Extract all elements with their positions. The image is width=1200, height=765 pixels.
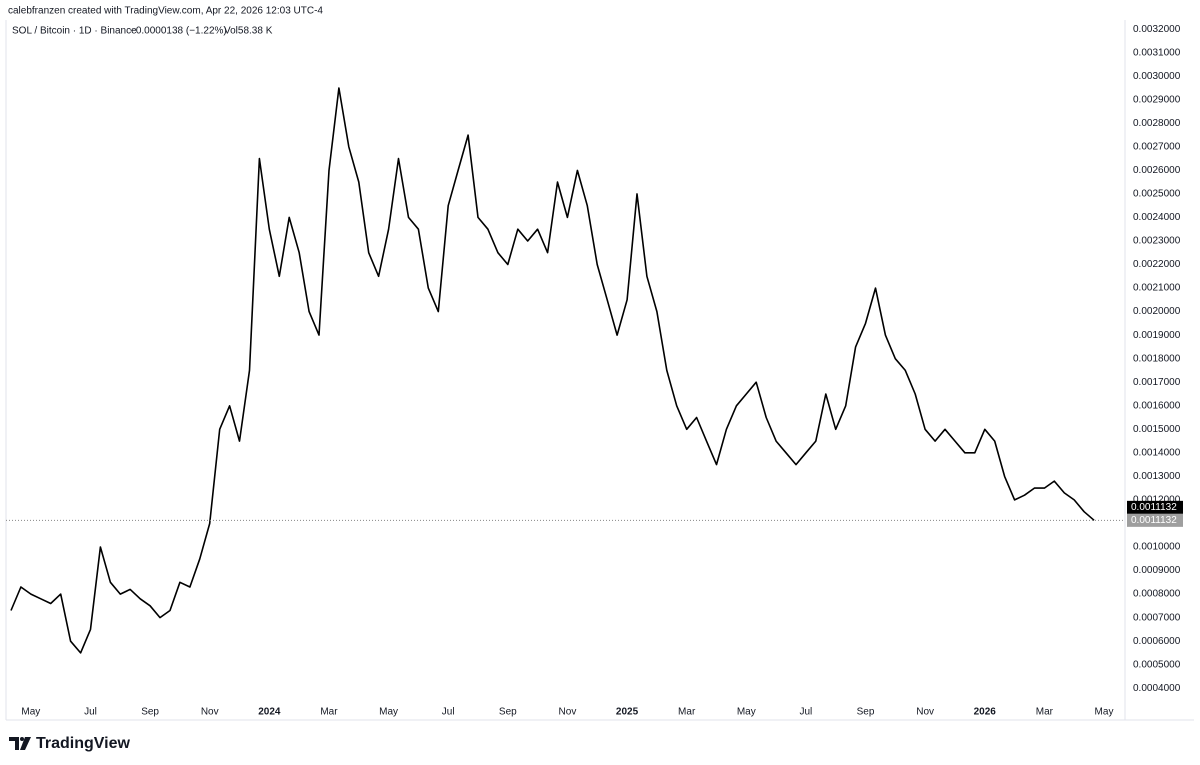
- price-label-box: [1127, 513, 1183, 527]
- y-tick-label: 0.0008000: [1133, 589, 1181, 600]
- y-tick-label: 0.0023000: [1133, 236, 1181, 247]
- y-tick-label: 0.0020000: [1133, 306, 1181, 317]
- x-tick-label: Jul: [84, 707, 97, 718]
- x-tick-label: Sep: [499, 707, 517, 718]
- price-label: 0.0011132: [1131, 502, 1177, 513]
- x-tick-label: 2026: [974, 707, 997, 718]
- x-tick-label: May: [1095, 707, 1114, 718]
- y-tick-label: 0.0009000: [1133, 565, 1181, 576]
- y-tick-label: 0.0028000: [1133, 118, 1181, 129]
- x-tick-label: Jul: [800, 707, 813, 718]
- y-tick-label: 0.0029000: [1133, 94, 1181, 105]
- change: −0.0000138 (−1.22%): [130, 26, 227, 37]
- price-label: 0.0011132: [1131, 515, 1177, 526]
- y-tick-label: 0.0017000: [1133, 377, 1181, 388]
- y-tick-label: 0.0026000: [1133, 165, 1181, 176]
- y-tick-label: 0.0030000: [1133, 71, 1181, 82]
- x-tick-label: Mar: [1036, 707, 1054, 718]
- logo-mark: [9, 737, 19, 750]
- logo-dot: [20, 737, 24, 741]
- x-tick-label: Mar: [320, 707, 338, 718]
- y-tick-label: 0.0024000: [1133, 212, 1181, 223]
- y-tick-label: 0.0012000: [1133, 495, 1181, 506]
- x-tick-label: Nov: [559, 707, 577, 718]
- y-tick-label: 0.0022000: [1133, 259, 1181, 270]
- x-tick-label: 2025: [616, 707, 639, 718]
- y-tick-label: 0.0013000: [1133, 471, 1181, 482]
- x-tick-label: Sep: [141, 707, 159, 718]
- x-tick-label: May: [379, 707, 398, 718]
- y-tick-label: 0.0021000: [1133, 283, 1181, 294]
- x-tick-label: Sep: [857, 707, 875, 718]
- y-tick-label: 0.0016000: [1133, 400, 1181, 411]
- volume: Vol58.38 K: [224, 26, 273, 37]
- y-tick-label: 0.0027000: [1133, 141, 1181, 152]
- logo-mark: [20, 737, 31, 750]
- x-tick-label: May: [21, 707, 40, 718]
- y-tick-label: 0.0015000: [1133, 424, 1181, 435]
- x-tick-label: Nov: [201, 707, 219, 718]
- logo: TradingView: [9, 735, 131, 752]
- x-tick-label: Mar: [678, 707, 696, 718]
- y-tick-label: 0.0031000: [1133, 47, 1181, 58]
- y-tick-label: 0.0005000: [1133, 659, 1181, 670]
- y-tick-label: 0.0032000: [1133, 24, 1181, 35]
- y-tick-label: 0.0014000: [1133, 447, 1181, 458]
- x-tick-label: Nov: [916, 707, 934, 718]
- x-tick-label: May: [737, 707, 756, 718]
- x-tick-label: Jul: [442, 707, 455, 718]
- y-tick-label: 0.0010000: [1133, 542, 1181, 553]
- y-tick-label: 0.0025000: [1133, 189, 1181, 200]
- price-label-box: [1127, 500, 1183, 514]
- y-tick-label: 0.0019000: [1133, 330, 1181, 341]
- y-tick-label: 0.0006000: [1133, 636, 1181, 647]
- y-tick-label: 0.0007000: [1133, 612, 1181, 623]
- y-tick-label: 0.0004000: [1133, 683, 1181, 694]
- y-tick-label: 0.0018000: [1133, 353, 1181, 364]
- chart-title: SOL / Bitcoin · 1D · Binance: [12, 26, 137, 37]
- price-line: [10, 87, 1095, 654]
- brand: TradingView: [36, 735, 131, 752]
- x-tick-label: 2024: [258, 707, 281, 718]
- header: calebfranzen created with TradingView.co…: [8, 6, 323, 17]
